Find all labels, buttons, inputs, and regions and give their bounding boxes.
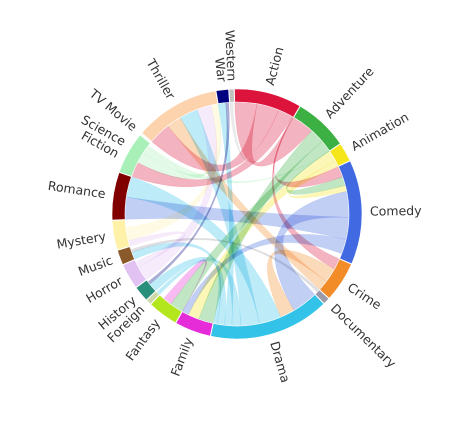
label-crime: Crime (345, 279, 385, 312)
label-thriller: Thriller (143, 55, 179, 102)
arc-foreign[interactable] (146, 290, 160, 305)
arc-documentary[interactable] (314, 289, 330, 304)
arc-thriller[interactable] (141, 90, 219, 142)
arc-crime[interactable] (319, 258, 352, 299)
arc-drama[interactable] (210, 294, 325, 340)
label-adventure: Adventure (322, 64, 377, 122)
arc-horror[interactable] (122, 259, 147, 288)
arc-mystery[interactable] (111, 219, 131, 251)
arc-fantasy[interactable] (150, 294, 183, 324)
label-drama: Drama (267, 340, 293, 385)
label-documentary: Documentary (328, 301, 400, 371)
arc-family[interactable] (175, 311, 214, 337)
arc-comedy[interactable] (338, 160, 363, 265)
arc-adventure[interactable] (293, 105, 341, 152)
label-action: Action (262, 45, 286, 87)
label-animation: Animation (348, 109, 411, 154)
arc-war[interactable] (215, 88, 230, 104)
ribbon-layer (124, 101, 350, 327)
label-western: Western (222, 30, 239, 82)
label-mystery: Mystery (55, 228, 107, 251)
label-comedy: Comedy (370, 203, 422, 219)
arc-science-fiction[interactable] (118, 134, 151, 177)
arc-romance[interactable] (111, 172, 132, 221)
arc-animation[interactable] (329, 143, 351, 167)
label-romance: Romance (47, 178, 107, 201)
arc-layer (111, 88, 363, 340)
arc-western[interactable] (228, 88, 235, 103)
label-music: Music (76, 252, 115, 279)
label-war: War (212, 57, 230, 84)
arc-tv-movie[interactable] (139, 132, 152, 144)
arc-action[interactable] (234, 88, 301, 118)
arc-history[interactable] (135, 279, 157, 301)
arc-music[interactable] (117, 246, 135, 265)
label-family: Family (167, 335, 196, 378)
